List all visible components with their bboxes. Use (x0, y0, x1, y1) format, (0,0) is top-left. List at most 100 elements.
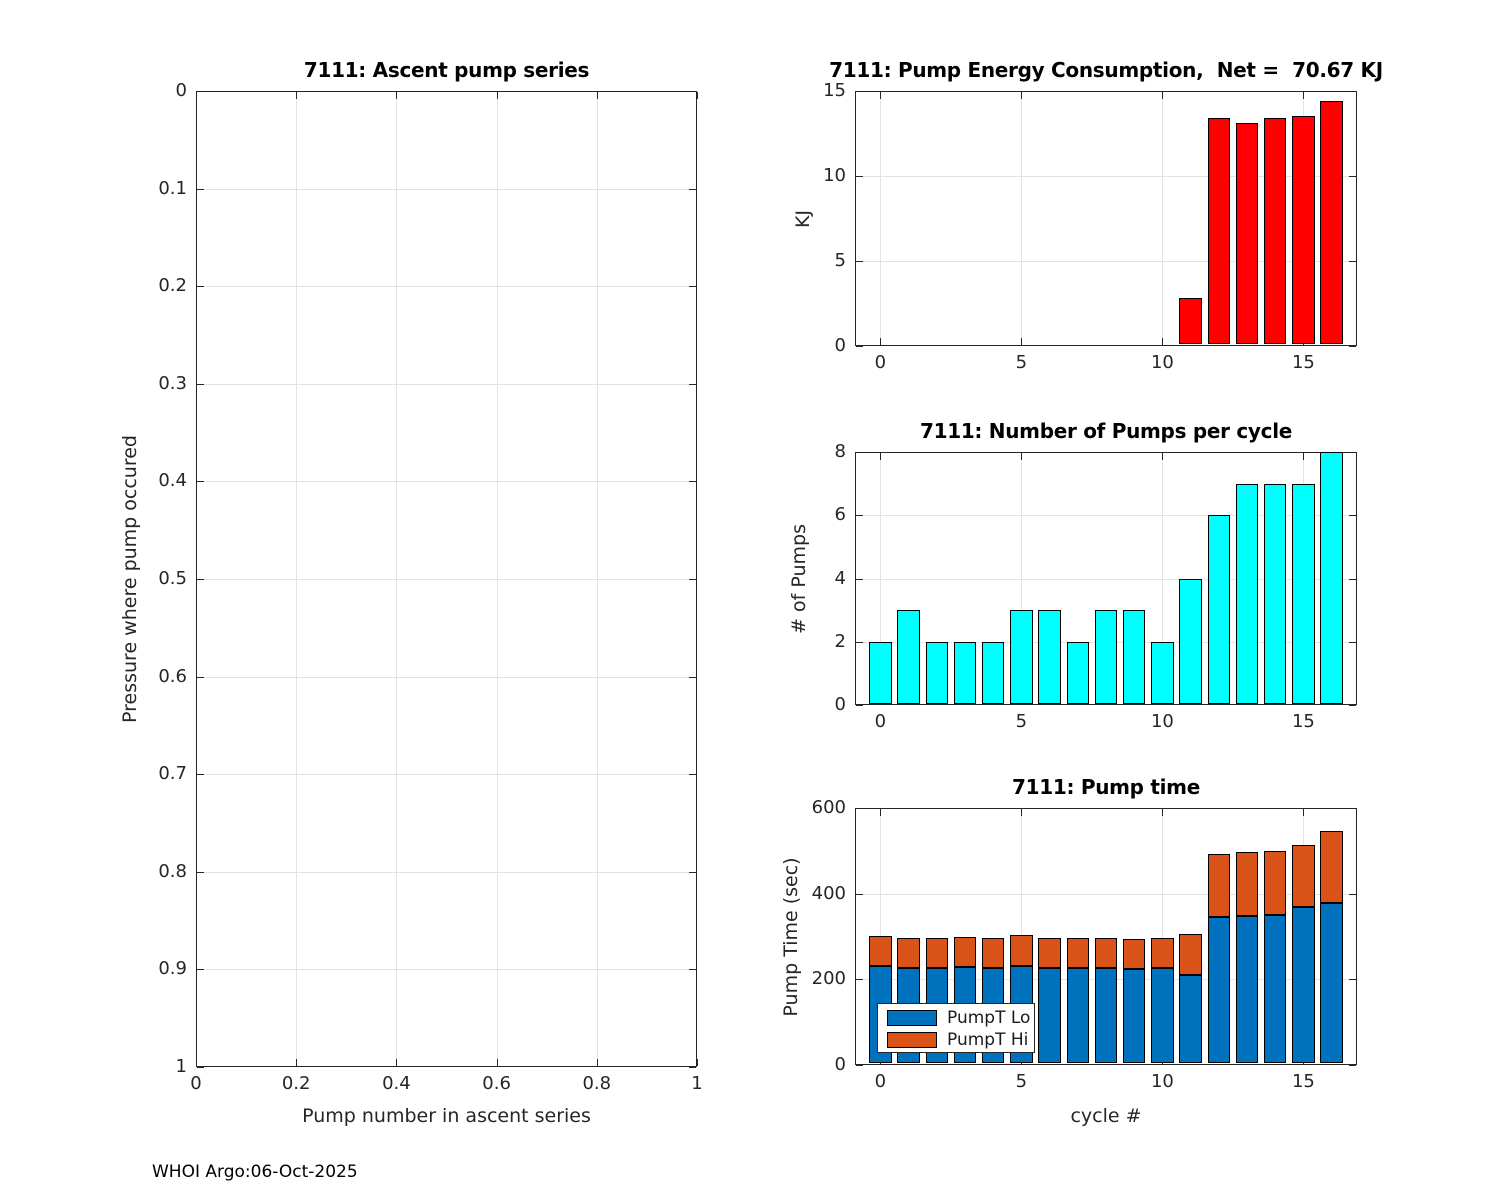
pumptime-bar-pumpt-hi (1151, 938, 1174, 968)
x-gridline (880, 92, 882, 345)
y-tick-right (689, 579, 696, 580)
legend-swatch-2 (887, 1032, 937, 1048)
y-tick-right (1349, 578, 1356, 580)
pumptime-bar-pumpt-lo (1320, 902, 1343, 1064)
y-gridline (856, 578, 1356, 580)
y-tick (856, 452, 863, 453)
y-gridline (197, 871, 696, 873)
pumps-bar (1094, 610, 1118, 704)
x-tick (396, 1059, 398, 1066)
y-tick (856, 176, 863, 177)
pumptime-ylabel: Pump Time (sec) (780, 856, 802, 1017)
y-tick (856, 578, 863, 580)
energy-bar (1179, 297, 1202, 345)
pumptime-bar-pumpt-hi (1320, 830, 1343, 903)
x-gridline (1162, 92, 1164, 345)
pumps-bar (869, 641, 892, 704)
y-tick-right (1349, 91, 1356, 92)
y-tick (856, 91, 863, 92)
y-gridline (197, 579, 696, 580)
y-tick-label: 10 (823, 165, 846, 186)
pumptime-bar-pumpt-hi (981, 937, 1005, 969)
x-tick-top (880, 809, 882, 816)
y-tick (197, 676, 204, 678)
x-tick (496, 1059, 498, 1066)
pumptime-bar-pumpt-hi (953, 936, 977, 967)
y-gridline (856, 176, 1356, 177)
y-tick-right (1349, 515, 1356, 517)
y-tick (856, 515, 863, 517)
pumptime-bar-pumpt-hi (897, 938, 920, 969)
x-tick-top (1162, 92, 1164, 99)
x-tick-label: 5 (1015, 352, 1028, 373)
y-gridline (197, 188, 696, 190)
pumptime-bar-pumpt-hi (1010, 935, 1033, 967)
pumptime-bar-pumpt-hi (1179, 933, 1202, 976)
pumps-bar (1066, 641, 1090, 704)
legend-swatch-1 (887, 1010, 937, 1026)
y-tick-label: 6 (834, 504, 846, 526)
y-tick-label: 0.7 (158, 763, 187, 785)
y-tick (856, 979, 863, 981)
x-tick (196, 1059, 197, 1066)
pumps-bar (953, 641, 977, 704)
y-gridline (197, 969, 696, 971)
y-tick-right (1349, 705, 1356, 706)
x-gridline (1162, 809, 1164, 1064)
y-tick (197, 579, 204, 580)
pumptime-bar-pumpt-lo (1263, 914, 1287, 1064)
y-tick (856, 346, 863, 347)
energy-ylabel: KJ (792, 209, 814, 228)
y-tick-label: 0 (834, 1054, 846, 1075)
pumps-bar (1263, 483, 1287, 704)
x-tick-top (1021, 92, 1023, 99)
y-tick (197, 774, 204, 776)
y-tick-label: 8 (834, 441, 846, 462)
pumptime-bar-pumpt-lo (1151, 967, 1174, 1064)
pumptime-xlabel: cycle # (1070, 1105, 1142, 1127)
y-tick-label: 2 (834, 630, 846, 652)
x-tick-label: 15 (1291, 352, 1315, 373)
y-tick-right (689, 774, 696, 776)
x-tick-top (196, 92, 197, 99)
x-tick-top (880, 453, 882, 460)
pumptime-bar-pumpt-lo (1292, 907, 1315, 1064)
x-tick-top (1303, 809, 1305, 816)
x-tick-label: 15 (1291, 1071, 1315, 1092)
pumptime-bar-pumpt-hi (1122, 939, 1146, 970)
y-tick-right (1349, 261, 1356, 262)
pumptime-bar-pumpt-lo (1122, 969, 1146, 1064)
pumptime-bar-pumpt-hi (1235, 852, 1259, 916)
ascent-xlabel: Pump number in ascent series (302, 1105, 591, 1127)
y-tick-label: 0.8 (158, 860, 187, 882)
y-gridline (197, 481, 696, 483)
x-tick-top (697, 92, 698, 99)
y-tick (197, 286, 204, 288)
y-tick-right (689, 286, 696, 288)
x-tick-label: 0.6 (482, 1073, 511, 1094)
energy-bar (1235, 123, 1259, 345)
pumps-bar (1292, 483, 1315, 704)
x-tick-top (1021, 809, 1023, 816)
y-tick (197, 1067, 204, 1068)
x-tick-label: 0 (190, 1073, 202, 1094)
pumptime-bar-pumpt-lo (1094, 967, 1118, 1064)
energy-bar (1320, 101, 1343, 345)
x-gridline (1021, 92, 1023, 345)
y-gridline (856, 261, 1356, 262)
y-tick-right (1349, 452, 1356, 453)
x-tick-label: 5 (1015, 711, 1028, 732)
energy-bar (1263, 118, 1287, 345)
y-tick (856, 893, 863, 895)
x-tick-label: 15 (1291, 711, 1315, 732)
pumptime-bar-pumpt-hi (1066, 938, 1090, 968)
x-tick-label: 0 (874, 1071, 887, 1092)
x-tick (1162, 338, 1164, 345)
y-tick-right (689, 1067, 696, 1068)
x-tick-label: 0.8 (582, 1073, 612, 1094)
x-tick-top (1303, 453, 1305, 460)
y-gridline (197, 774, 696, 776)
y-gridline (856, 515, 1356, 517)
pumptime-bar-pumpt-lo (1179, 975, 1202, 1064)
y-tick (197, 481, 204, 483)
